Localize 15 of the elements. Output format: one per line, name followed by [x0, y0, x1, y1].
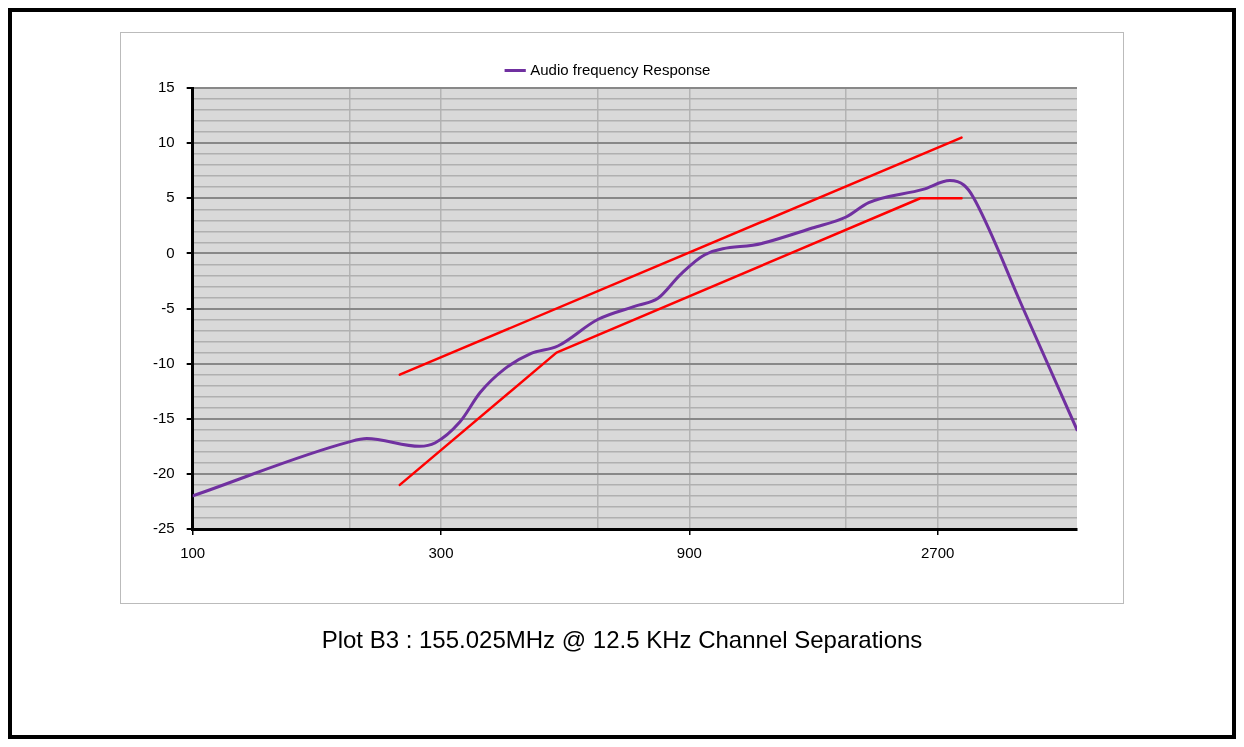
text: Plot B3 : 155.025MHz @ 12.5 KHz Channel Separations: [320, 626, 924, 654]
x-tick-label: 300: [428, 544, 454, 562]
x-tick-label: 2700: [921, 544, 955, 562]
y-tick-label: -10: [152, 353, 175, 371]
y-tick-label: 0: [166, 243, 175, 261]
y-tick-label: 10: [157, 133, 175, 151]
x-tick-label: 100: [180, 544, 206, 562]
y-tick-label: -25: [152, 519, 175, 537]
y-tick-label: -20: [152, 464, 175, 482]
y-tick-label: -5: [161, 298, 175, 316]
legend-label: Audio frequency Response: [530, 60, 711, 78]
y-tick-label: 5: [166, 188, 175, 206]
x-tick-label: 900: [676, 544, 702, 562]
y-tick-label: 15: [157, 78, 175, 96]
y-tick-label: -15: [152, 408, 175, 426]
